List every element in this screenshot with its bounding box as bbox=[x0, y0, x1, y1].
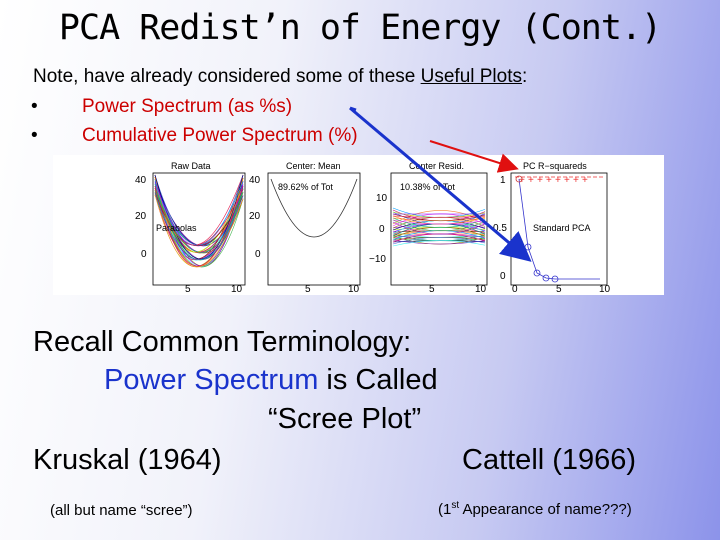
scree-point bbox=[515, 175, 523, 183]
cattell-note-sup: st bbox=[451, 500, 460, 511]
plus-marker: + bbox=[564, 175, 570, 186]
panel-center-resid: Center Resid. 10.38% of Tot 10 0 −10 5 1… bbox=[369, 161, 488, 295]
panel-raw-data: Raw Data Parabolas 40 20 0 5 10 bbox=[135, 161, 246, 295]
panel-title-pc-rsquared: PC R−squareds bbox=[523, 161, 587, 171]
arrow-power-spectrum-tail bbox=[349, 106, 357, 112]
scree-plot-term: “Scree Plot” bbox=[268, 403, 422, 435]
panel-title-center-mean: Center: Mean bbox=[286, 161, 341, 171]
ytick: 40 bbox=[249, 175, 261, 186]
xtick: 10 bbox=[348, 284, 360, 295]
useful-plots-link: Useful Plots bbox=[420, 66, 522, 87]
pca-figure: Raw Data Parabolas 40 20 0 5 10 Center: … bbox=[53, 155, 664, 295]
note-line: Note, have already considered some of th… bbox=[33, 66, 527, 88]
power-spectrum-term: Power Spectrum bbox=[104, 364, 319, 396]
plus-marker: + bbox=[555, 175, 561, 186]
residual-curve bbox=[392, 217, 486, 221]
ytick: 0 bbox=[141, 249, 147, 260]
raw-data-curves bbox=[154, 174, 244, 268]
plus-marker: + bbox=[582, 175, 588, 186]
slide-title: PCA Redist’n of Energy (Cont.) bbox=[58, 8, 662, 48]
ytick: 20 bbox=[135, 211, 147, 222]
panel-pc-rsquared: PC R−squareds + + + + + + + + Standard PCA 1 0.… bbox=[493, 161, 611, 295]
note-prefix: Note, have already considered some of th… bbox=[33, 66, 421, 87]
arrow-cumulative bbox=[429, 140, 519, 173]
note-suffix: : bbox=[522, 66, 528, 87]
plus-marker: + bbox=[573, 175, 579, 186]
xtick: 5 bbox=[185, 284, 191, 295]
panel-center-mean: Center: Mean 89.62% of Tot 40 20 0 5 10 bbox=[249, 161, 361, 295]
plus-marker: + bbox=[546, 175, 552, 186]
xtick: 10 bbox=[231, 284, 243, 295]
residual-curve bbox=[392, 221, 486, 235]
ytick: 1 bbox=[500, 175, 506, 186]
arrow-power-spectrum bbox=[349, 106, 532, 262]
cattell-citation: Cattell (1966) bbox=[462, 444, 637, 476]
scree-point bbox=[551, 275, 559, 283]
xtick: 0 bbox=[512, 284, 518, 295]
ytick: 0.5 bbox=[493, 223, 507, 234]
raw-curve bbox=[154, 188, 244, 246]
xtick: 5 bbox=[429, 284, 435, 295]
residual-curve bbox=[392, 236, 486, 245]
power-spectrum-called: Power Spectrum is Called bbox=[104, 364, 438, 397]
residual-curve bbox=[392, 219, 486, 225]
panel-title-raw-data: Raw Data bbox=[171, 161, 211, 171]
bullet-cumulative: Cumulative Power Spectrum (%) bbox=[82, 125, 358, 146]
recall-heading: Recall Common Terminology: bbox=[33, 326, 412, 358]
is-called-text: is Called bbox=[318, 364, 438, 396]
center-mean-pct: 89.62% of Tot bbox=[278, 182, 333, 192]
ytick: 0 bbox=[500, 271, 506, 282]
residual-curve bbox=[392, 215, 486, 218]
bullet-power-spectrum: Power Spectrum (as %s) bbox=[82, 96, 293, 117]
scree-line bbox=[518, 178, 600, 280]
ytick: 20 bbox=[249, 211, 261, 222]
raw-curve bbox=[154, 194, 244, 268]
ytick: −10 bbox=[369, 254, 386, 265]
ytick: 0 bbox=[379, 224, 385, 235]
xtick: 5 bbox=[556, 284, 562, 295]
standard-pca-label: Standard PCA bbox=[533, 223, 591, 233]
center-resid-pct: 10.38% of Tot bbox=[400, 182, 455, 192]
ytick: 10 bbox=[376, 193, 388, 204]
plus-marker: + bbox=[528, 175, 534, 186]
mean-curve bbox=[270, 178, 358, 238]
cattell-note-prefix: (1 bbox=[438, 501, 452, 518]
kruskal-citation: Kruskal (1964) bbox=[33, 444, 222, 476]
xtick: 10 bbox=[475, 284, 487, 295]
parabolas-label: Parabolas bbox=[156, 223, 197, 233]
ytick: 0 bbox=[255, 249, 261, 260]
residual-curve bbox=[392, 219, 486, 232]
scree-point bbox=[542, 274, 550, 282]
bullet-dot-1: • bbox=[31, 96, 38, 117]
plus-marker: + bbox=[537, 175, 543, 186]
cattell-note-suffix: Appearance of name???) bbox=[459, 501, 632, 518]
xtick: 5 bbox=[305, 284, 311, 295]
cattell-note: (1st Appearance of name???) bbox=[438, 500, 632, 518]
residual-curve bbox=[392, 240, 486, 247]
kruskal-note: (all but name “scree”) bbox=[50, 502, 193, 519]
xtick: 10 bbox=[599, 284, 611, 295]
raw-curve bbox=[154, 185, 244, 267]
ytick: 40 bbox=[135, 175, 147, 186]
panel-title-center-resid: Center Resid. bbox=[409, 161, 464, 171]
bullet-dot-2: • bbox=[31, 125, 38, 146]
scree-point bbox=[533, 269, 541, 277]
raw-curve bbox=[154, 190, 244, 253]
raw-curve bbox=[154, 192, 244, 260]
